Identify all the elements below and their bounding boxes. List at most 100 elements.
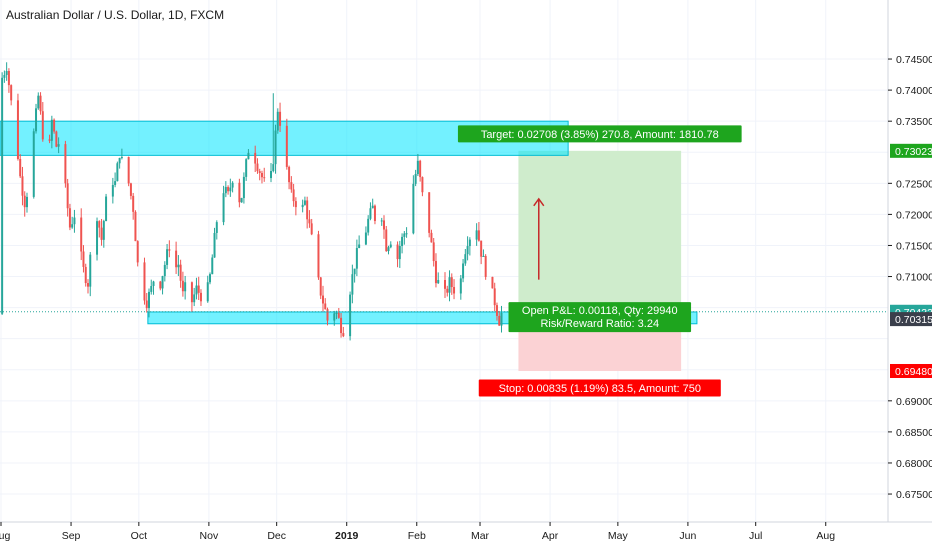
candle	[303, 196, 306, 206]
candle-body	[80, 217, 83, 252]
candle-body	[16, 100, 19, 159]
time-tick-label: Nov	[200, 530, 219, 542]
candle-body	[215, 222, 218, 233]
candle-body	[118, 157, 121, 164]
candle	[398, 240, 401, 268]
price-tick-label: 0.67500	[896, 489, 932, 501]
candle-body	[444, 280, 446, 289]
candle	[152, 280, 155, 295]
candle	[23, 191, 26, 217]
candle-body	[340, 317, 343, 334]
candle	[491, 276, 494, 289]
time-tick-label: Sep	[62, 530, 81, 542]
candle	[321, 285, 324, 312]
price-tick-label: 0.74000	[896, 85, 932, 97]
candle-body	[292, 189, 295, 202]
stop-label-text: Stop: 0.00835 (1.19%) 83.5, Amount: 750	[499, 383, 701, 395]
target-label-text: Target: 0.02708 (3.85%) 270.8, Amount: 1…	[481, 129, 719, 141]
candle	[279, 102, 282, 132]
candle-body	[213, 232, 216, 258]
candle-body	[405, 233, 408, 235]
candle-body	[480, 240, 483, 257]
candle-body	[193, 294, 196, 303]
candle	[240, 197, 243, 203]
candle-body	[308, 219, 311, 224]
grid	[0, 0, 888, 522]
candle-body	[355, 248, 358, 269]
chart-title: Australian Dollar / U.S. Dollar, 1D, FXC…	[6, 8, 224, 22]
candles	[1, 62, 503, 341]
candle	[475, 223, 478, 246]
price-tick-label: 0.71500	[896, 240, 932, 252]
time-axis[interactable]: Aug Sep Oct Nov Dec 2019 Feb Mar Apr May Jun Jul Aug	[0, 521, 932, 542]
candle	[206, 275, 209, 303]
candle	[373, 204, 376, 225]
candle	[414, 169, 417, 187]
candle-body	[321, 295, 324, 304]
candle-body	[114, 181, 117, 185]
candle-body	[437, 280, 440, 284]
candle	[35, 103, 38, 134]
candle	[68, 203, 71, 231]
candle-body	[41, 111, 44, 140]
candle-body	[98, 221, 101, 228]
time-tick-label: Mar	[471, 530, 490, 542]
candle	[132, 192, 135, 220]
candle	[242, 172, 245, 204]
candle	[127, 156, 130, 187]
candle-body	[206, 282, 209, 302]
candle	[71, 216, 74, 229]
time-tick-label: Oct	[131, 530, 147, 542]
candle-body	[419, 160, 422, 178]
candle	[190, 281, 193, 312]
candle-body	[136, 241, 139, 263]
candle-body	[290, 182, 293, 190]
candle	[96, 217, 99, 261]
candle	[419, 159, 422, 182]
candle	[10, 84, 13, 106]
candle	[247, 149, 250, 160]
candle	[19, 154, 22, 179]
candle-body	[358, 244, 361, 249]
candle	[353, 268, 356, 283]
candle	[102, 219, 105, 248]
candle-body	[351, 274, 354, 295]
candle-body	[414, 174, 417, 184]
candle	[482, 249, 485, 257]
candle	[199, 289, 202, 306]
candle-body	[398, 246, 401, 260]
price-tag: 0.70315	[890, 312, 932, 327]
price-axis[interactable]: 0.74500 0.74000 0.73500 0.73023 0.72500 0.720…	[887, 0, 932, 522]
candle	[308, 210, 311, 228]
candle-body	[432, 242, 435, 262]
time-tick-label: Aug	[816, 530, 835, 542]
support-zone	[147, 311, 698, 325]
open-pl-bg	[508, 302, 692, 333]
candle	[477, 222, 480, 242]
candle-body	[161, 276, 164, 289]
candle	[340, 312, 343, 338]
candle	[285, 118, 288, 170]
candle-body	[166, 249, 169, 265]
candle-body	[57, 144, 60, 147]
candle	[337, 307, 340, 319]
price-tick-label: 0.72000	[896, 209, 932, 221]
candle	[437, 272, 440, 284]
candle	[430, 229, 433, 243]
candle	[86, 279, 89, 294]
candle	[493, 282, 496, 312]
candle	[129, 182, 132, 200]
candle-body	[242, 176, 245, 199]
candle	[389, 241, 392, 249]
candle	[367, 215, 370, 236]
candle-body	[421, 177, 424, 193]
candle	[464, 249, 467, 266]
candle-body	[64, 144, 67, 184]
candle-body	[32, 131, 35, 197]
candle-body	[279, 111, 282, 126]
candle-body	[382, 220, 385, 230]
candle	[66, 178, 69, 217]
candle	[98, 220, 101, 238]
candle-body	[211, 257, 214, 275]
